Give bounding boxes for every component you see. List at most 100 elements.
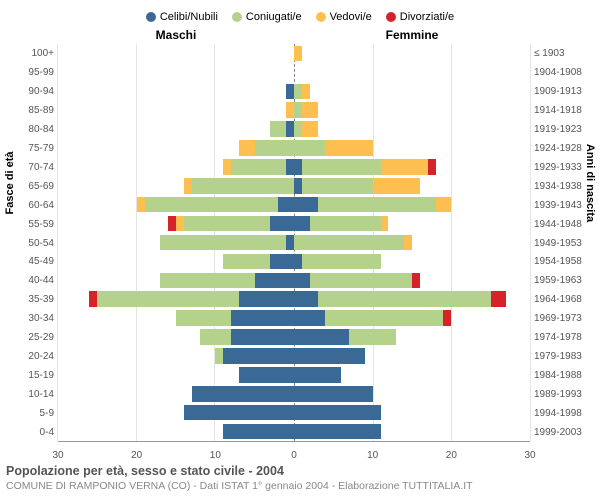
pyramid-row — [58, 290, 530, 309]
female-bar — [294, 291, 530, 307]
bar-segment — [184, 216, 271, 232]
female-bar — [294, 216, 530, 232]
bar-segment — [270, 121, 286, 137]
bar-segment — [160, 235, 286, 251]
bar-segment — [325, 140, 372, 156]
bar-segment — [302, 159, 381, 175]
bar-segment — [302, 178, 373, 194]
female-bar — [294, 159, 530, 175]
bar-segment — [231, 310, 294, 326]
legend-item: Coniugati/e — [232, 11, 302, 23]
birth-year-label: 1964-1968 — [530, 290, 594, 309]
bar-segment — [168, 216, 176, 232]
bar-segment — [239, 367, 294, 383]
legend-item: Divorziati/e — [386, 11, 454, 23]
bar-segment — [302, 84, 310, 100]
female-bar — [294, 235, 530, 251]
age-group-label: 85-89 — [6, 101, 58, 120]
bar-segment — [294, 273, 310, 289]
male-bar — [58, 121, 294, 137]
female-bar — [294, 178, 530, 194]
x-tick: 10 — [210, 450, 221, 461]
bar-segment — [310, 273, 412, 289]
age-group-label: 30-34 — [6, 309, 58, 328]
pyramid-row — [58, 157, 530, 176]
bar-segment — [349, 329, 396, 345]
pyramid-row — [58, 384, 530, 403]
female-bar — [294, 121, 530, 137]
bar-segment — [239, 291, 294, 307]
bar-segment — [145, 197, 279, 213]
bar-segment — [231, 159, 286, 175]
x-tick: 20 — [446, 450, 457, 461]
bar-segment — [231, 329, 294, 345]
bar-segment — [294, 254, 302, 270]
pyramid-row — [58, 347, 530, 366]
age-group-label: 45-49 — [6, 252, 58, 271]
male-bar — [58, 273, 294, 289]
birth-year-label: 1994-1998 — [530, 404, 594, 423]
age-group-label: 20-24 — [6, 347, 58, 366]
bar-segment — [286, 159, 294, 175]
female-bar — [294, 405, 530, 421]
male-bar — [58, 235, 294, 251]
female-bar — [294, 65, 530, 81]
female-bar — [294, 386, 530, 402]
legend-label: Divorziati/e — [400, 11, 454, 23]
bar-segment — [200, 329, 231, 345]
bar-segment — [223, 348, 294, 364]
birth-year-label: 1914-1918 — [530, 101, 594, 120]
male-bar — [58, 84, 294, 100]
female-header: Femmine — [294, 28, 530, 42]
bar-segment — [223, 254, 270, 270]
male-bar — [58, 310, 294, 326]
bar-segment — [286, 121, 294, 137]
bar-segment — [278, 197, 294, 213]
bar-segment — [270, 216, 294, 232]
male-bar — [58, 178, 294, 194]
female-bar — [294, 140, 530, 156]
age-group-label: 15-19 — [6, 366, 58, 385]
legend-swatch — [232, 12, 242, 22]
birth-year-label: 1954-1958 — [530, 252, 594, 271]
bar-segment — [294, 197, 318, 213]
bar-segment — [318, 291, 491, 307]
female-bar — [294, 84, 530, 100]
bar-segment — [160, 273, 254, 289]
bar-segment — [294, 348, 365, 364]
column-headers: Maschi Femmine — [6, 26, 594, 44]
male-bar — [58, 348, 294, 364]
y-axis-label-right: Anni di nascita — [584, 123, 596, 243]
pyramid-row — [58, 403, 530, 422]
female-bar — [294, 46, 530, 62]
bar-segment — [286, 84, 294, 100]
age-group-label: 90-94 — [6, 82, 58, 101]
bar-segment — [294, 291, 318, 307]
birth-year-label: 1959-1963 — [530, 271, 594, 290]
bar-segment — [404, 235, 412, 251]
male-bar — [58, 197, 294, 213]
pyramid-row — [58, 101, 530, 120]
pyramid-row — [58, 233, 530, 252]
bar-segment — [294, 329, 349, 345]
legend-label: Celibi/Nubili — [160, 11, 218, 23]
legend-label: Coniugati/e — [246, 11, 302, 23]
bar-segment — [294, 424, 381, 440]
birth-year-label: 1974-1978 — [530, 328, 594, 347]
bar-segment — [184, 405, 294, 421]
bar-segment — [294, 102, 302, 118]
male-bar — [58, 424, 294, 440]
female-bar — [294, 424, 530, 440]
bar-segment — [294, 405, 381, 421]
legend-swatch — [386, 12, 396, 22]
legend-label: Vedovi/e — [330, 11, 372, 23]
birth-year-label: 1979-1983 — [530, 347, 594, 366]
bar-segment — [270, 254, 294, 270]
male-bar — [58, 367, 294, 383]
age-group-label: 35-39 — [6, 290, 58, 309]
male-bar — [58, 405, 294, 421]
birth-year-label: 1904-1908 — [530, 63, 594, 82]
male-bar — [58, 329, 294, 345]
bar-segment — [318, 197, 436, 213]
male-bar — [58, 102, 294, 118]
